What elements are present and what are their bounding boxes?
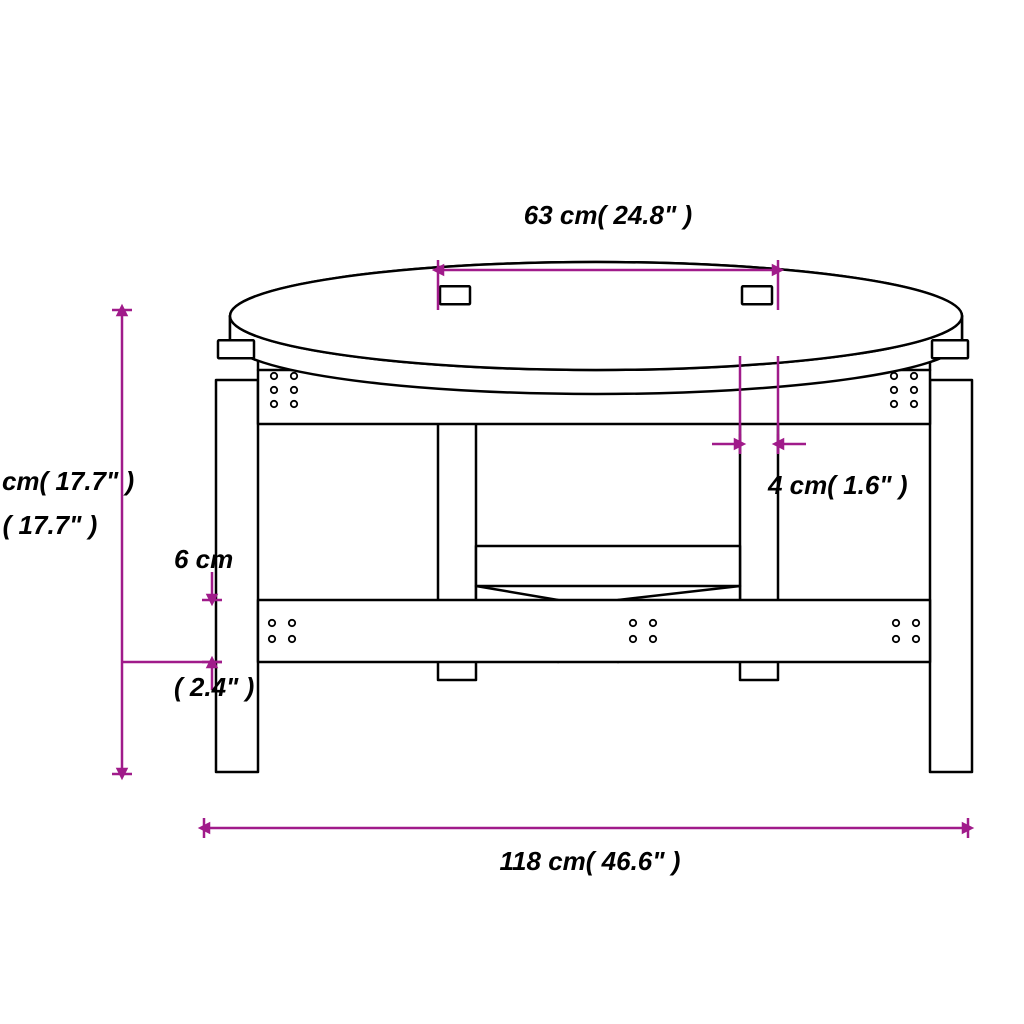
- dim-legwidth: 4 cm( 1.6" ): [767, 470, 908, 500]
- dim-height-in: ( 17.7" ): [3, 510, 98, 540]
- dim-depth: 63 cm( 24.8" ): [524, 200, 692, 230]
- dim-width: 118 cm( 46.6" ): [500, 846, 681, 876]
- dim-height-cm: 45 cm( 17.7" ): [0, 466, 134, 496]
- dim-crossbar-cm: 6 cm: [174, 544, 233, 574]
- dim-crossbar-in: ( 2.4" ): [174, 672, 254, 702]
